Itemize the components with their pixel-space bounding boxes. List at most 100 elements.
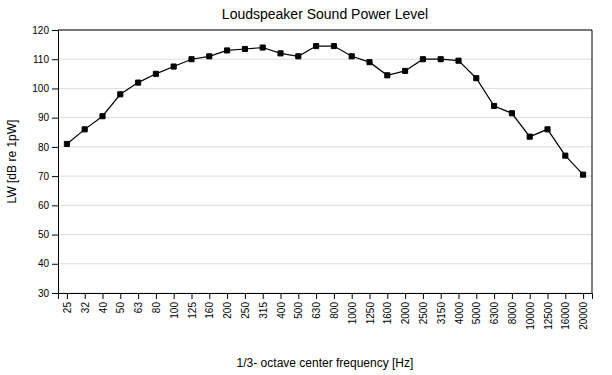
- marker: [581, 172, 586, 177]
- x-tick-label: 250: [240, 302, 251, 319]
- marker: [207, 54, 212, 59]
- grid-line: [58, 176, 592, 177]
- y-tick-mark: [52, 118, 58, 119]
- y-tick-mark: [52, 147, 58, 148]
- x-tick-label: 32: [80, 302, 91, 314]
- y-axis-title: LW [dB re 1pW]: [5, 120, 19, 204]
- y-tick-label: 40: [38, 258, 50, 269]
- marker: [438, 57, 443, 62]
- marker: [171, 64, 176, 69]
- x-tick: 400: [276, 293, 287, 319]
- x-tick: 200: [222, 293, 233, 319]
- x-tick-mark: [423, 293, 424, 299]
- marker: [225, 48, 230, 53]
- marker: [474, 76, 479, 81]
- x-tick-mark: [281, 293, 282, 299]
- grid-line: [58, 30, 592, 31]
- x-tick: 315: [258, 293, 269, 319]
- marker: [189, 57, 194, 62]
- x-tick: 250: [240, 293, 251, 319]
- y-tick-mark: [52, 293, 58, 294]
- y-tick: 30: [38, 288, 58, 299]
- x-tick-mark: [85, 293, 86, 299]
- x-tick-mark: [548, 293, 549, 299]
- x-tick: 160: [204, 293, 215, 319]
- x-tick: 8000: [507, 293, 518, 324]
- x-tick-mark: [174, 293, 175, 299]
- y-tick-mark: [52, 205, 58, 206]
- frame-right: [592, 30, 593, 293]
- x-tick-label: 16000: [560, 302, 571, 330]
- marker: [420, 57, 425, 62]
- chart: 2532405063801001251602002503154005006308…: [0, 0, 612, 375]
- x-tick-mark: [494, 293, 495, 299]
- x-tick-mark: [120, 293, 121, 299]
- x-tick-mark: [387, 293, 388, 299]
- title: Loudspeaker Sound Power Level: [222, 6, 428, 22]
- x-tick-label: 5000: [471, 302, 482, 325]
- x-tick-mark: [209, 293, 210, 299]
- x-tick-mark: [459, 293, 460, 299]
- x-axis: 2532405063801001251602002503154005006308…: [59, 293, 593, 330]
- x-tick: 2000: [400, 293, 411, 324]
- x-tick-label: 40: [98, 302, 109, 314]
- x-tick: 4000: [454, 293, 465, 324]
- marker: [100, 114, 105, 119]
- x-tick: 125: [187, 293, 198, 319]
- x-tick-label: 315: [258, 302, 269, 319]
- x-tick-label: 100: [169, 302, 180, 319]
- x-tick-label: 8000: [507, 302, 518, 325]
- y-tick-mark: [52, 88, 58, 89]
- y-tick: 40: [38, 258, 58, 269]
- marks: [64, 44, 585, 178]
- grid-line: [58, 234, 592, 235]
- x-tick-label: 1600: [382, 302, 393, 325]
- grid-line: [58, 88, 592, 89]
- x-tick-mark: [530, 293, 531, 299]
- x-tick-mark: [334, 293, 335, 299]
- x-tick-label: 3150: [436, 302, 447, 325]
- marker: [296, 54, 301, 59]
- x-tick-label: 4000: [454, 302, 465, 325]
- x-tick-label: 50: [115, 302, 126, 314]
- marker: [545, 127, 550, 132]
- x-axis-title: 1/3- octave center frequency [Hz]: [237, 356, 414, 370]
- x-tick-mark: [512, 293, 513, 299]
- x-tick: 6300: [489, 293, 500, 324]
- y-axis: 30405060708090100110120: [32, 25, 58, 299]
- x-tick-mark: [476, 293, 477, 299]
- marker: [492, 103, 497, 108]
- y-tick-mark: [52, 264, 58, 265]
- x-tick-label: 20000: [578, 302, 589, 330]
- x-tick: 1250: [365, 293, 376, 324]
- y-tick: 60: [38, 200, 58, 211]
- marker: [563, 153, 568, 158]
- x-tick: 16000: [560, 293, 571, 330]
- x-tick-label: 125: [187, 302, 198, 319]
- x-tick-mark: [298, 293, 299, 299]
- marker: [136, 80, 141, 85]
- y-tick-label: 60: [38, 200, 50, 211]
- x-tick: 10000: [525, 293, 536, 330]
- grid-line: [58, 59, 592, 60]
- y-tick: 50: [38, 229, 58, 240]
- x-axis-line: [59, 294, 593, 300]
- x-tick-label: 500: [293, 302, 304, 319]
- x-tick: 63: [133, 293, 144, 313]
- y-tick-label: 30: [38, 288, 50, 299]
- marker: [278, 51, 283, 56]
- x-tick-mark: [405, 293, 406, 299]
- x-tick-mark: [352, 293, 353, 299]
- plot-area: 2532405063801001251602002503154005006308…: [32, 25, 592, 330]
- x-tick-mark: [263, 293, 264, 299]
- x-tick-mark: [192, 293, 193, 299]
- x-tick-mark: [565, 293, 566, 299]
- grid: [58, 30, 592, 293]
- marker: [82, 127, 87, 132]
- x-tick: 630: [311, 293, 322, 319]
- x-tick-mark: [245, 293, 246, 299]
- y-tick-label: 120: [32, 25, 49, 36]
- x-tick: 12500: [543, 293, 554, 330]
- x-tick-mark: [156, 293, 157, 299]
- y-tick-mark: [52, 176, 58, 177]
